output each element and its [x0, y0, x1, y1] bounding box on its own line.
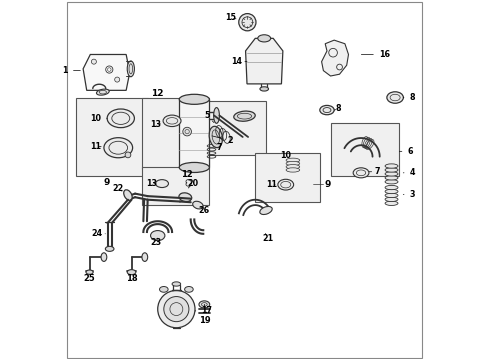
Ellipse shape	[384, 185, 397, 190]
Bar	[204, 101, 265, 155]
Ellipse shape	[179, 94, 209, 104]
Ellipse shape	[163, 115, 181, 127]
Ellipse shape	[179, 193, 191, 202]
Ellipse shape	[277, 179, 293, 190]
Circle shape	[158, 291, 195, 328]
Text: 9: 9	[324, 180, 330, 189]
Text: 21: 21	[262, 233, 273, 243]
Text: 24: 24	[91, 229, 105, 238]
Ellipse shape	[384, 176, 397, 180]
Bar	[330, 123, 398, 176]
Circle shape	[125, 152, 131, 158]
Text: 12: 12	[151, 89, 163, 98]
Ellipse shape	[384, 172, 397, 176]
Polygon shape	[83, 54, 129, 90]
Ellipse shape	[384, 168, 397, 172]
Ellipse shape	[384, 193, 397, 198]
Ellipse shape	[384, 189, 397, 194]
Text: 18: 18	[125, 274, 137, 283]
Ellipse shape	[179, 162, 209, 172]
Circle shape	[183, 127, 191, 136]
Ellipse shape	[123, 190, 132, 201]
Text: 19: 19	[199, 316, 210, 325]
Circle shape	[115, 77, 120, 82]
Ellipse shape	[384, 197, 397, 202]
Ellipse shape	[142, 253, 147, 261]
Ellipse shape	[233, 111, 255, 121]
Bar	[142, 167, 208, 205]
Text: 17: 17	[195, 306, 212, 315]
Text: 1: 1	[62, 66, 80, 75]
Text: 8: 8	[403, 93, 414, 102]
Ellipse shape	[172, 282, 180, 286]
Text: 23: 23	[150, 238, 161, 247]
Text: 13: 13	[145, 179, 157, 188]
Text: 6: 6	[399, 147, 412, 156]
Circle shape	[91, 59, 96, 64]
Polygon shape	[321, 40, 348, 76]
Text: 11: 11	[90, 142, 101, 151]
Ellipse shape	[384, 180, 397, 184]
Ellipse shape	[257, 35, 270, 42]
Ellipse shape	[209, 126, 222, 148]
Text: 2: 2	[212, 136, 232, 145]
Ellipse shape	[260, 87, 268, 91]
Ellipse shape	[105, 246, 114, 251]
Ellipse shape	[259, 206, 272, 215]
Bar	[255, 153, 319, 202]
Bar	[76, 98, 147, 176]
Ellipse shape	[192, 201, 203, 209]
Text: 7: 7	[216, 143, 222, 152]
Ellipse shape	[285, 158, 299, 162]
Text: 12: 12	[181, 170, 193, 179]
Text: 13: 13	[150, 120, 161, 129]
Ellipse shape	[285, 165, 299, 169]
Ellipse shape	[384, 201, 397, 206]
Circle shape	[238, 14, 255, 31]
Ellipse shape	[384, 164, 397, 168]
Text: 15: 15	[225, 13, 236, 22]
Text: 5: 5	[203, 111, 214, 123]
Text: 16: 16	[361, 50, 389, 59]
Ellipse shape	[213, 108, 219, 123]
Text: 9: 9	[103, 178, 109, 187]
Ellipse shape	[285, 161, 299, 166]
Ellipse shape	[155, 180, 168, 188]
Text: 10: 10	[280, 151, 291, 160]
Ellipse shape	[184, 287, 193, 292]
Ellipse shape	[101, 253, 106, 261]
Ellipse shape	[386, 92, 403, 103]
Ellipse shape	[159, 287, 168, 292]
Ellipse shape	[285, 168, 299, 172]
Text: 4: 4	[403, 168, 414, 177]
Text: 20: 20	[186, 179, 198, 188]
Ellipse shape	[150, 230, 164, 240]
Ellipse shape	[319, 105, 333, 115]
Ellipse shape	[127, 270, 136, 275]
Ellipse shape	[127, 61, 134, 77]
Bar	[179, 99, 209, 167]
Text: 3: 3	[403, 190, 414, 199]
Text: 26: 26	[198, 206, 209, 215]
Polygon shape	[245, 39, 282, 84]
Text: 7: 7	[368, 167, 379, 176]
Ellipse shape	[96, 89, 109, 95]
Ellipse shape	[199, 301, 209, 308]
Text: 8: 8	[333, 104, 341, 113]
Text: 25: 25	[83, 274, 95, 283]
Circle shape	[163, 297, 188, 321]
Text: 22: 22	[112, 184, 123, 193]
Ellipse shape	[107, 109, 134, 128]
Text: 11: 11	[265, 180, 276, 189]
Ellipse shape	[104, 138, 132, 158]
Ellipse shape	[352, 168, 368, 178]
Text: 10: 10	[90, 114, 107, 123]
Ellipse shape	[86, 270, 93, 274]
Bar	[142, 98, 208, 169]
Text: 14: 14	[231, 57, 246, 66]
